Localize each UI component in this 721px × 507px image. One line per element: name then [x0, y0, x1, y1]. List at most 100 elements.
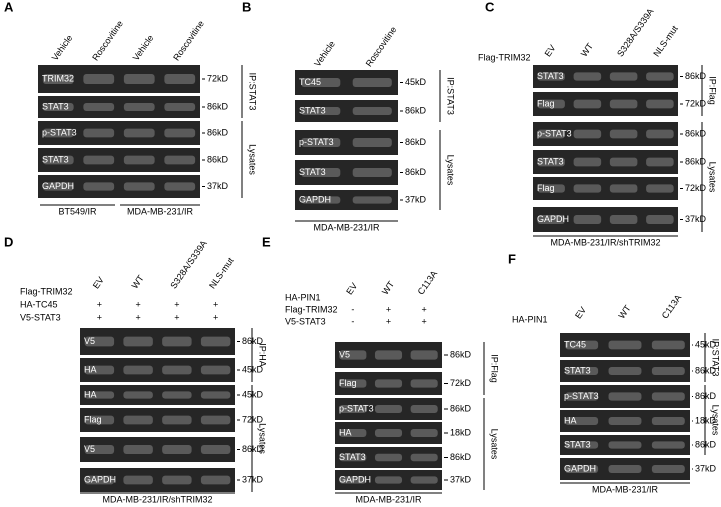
treatment-label: V5-STAT3: [285, 316, 326, 326]
band: [565, 367, 599, 375]
group-label: Lysates: [248, 144, 258, 175]
blot: [295, 100, 398, 122]
band: [565, 441, 599, 449]
band: [123, 182, 155, 191]
band: [608, 340, 642, 350]
treatment-label: Flag-TRIM32: [20, 286, 73, 296]
marker-label: 86kD: [685, 156, 707, 166]
band: [123, 475, 153, 485]
group-label: Lysates: [711, 405, 721, 436]
panel-letter: E: [262, 234, 271, 249]
band: [608, 465, 642, 473]
row-label: V5: [84, 444, 95, 454]
band: [646, 129, 674, 139]
column-label: Vehicle: [50, 33, 75, 63]
marker-label: 86kD: [695, 439, 717, 449]
cell-line-label: MDA-MB-231/IR/shTRIM32: [550, 237, 660, 247]
band: [646, 99, 674, 109]
treatment-label: Flag-TRIM32: [478, 52, 531, 62]
treatment-label: V5-STAT3: [20, 312, 61, 322]
row-label: STAT3: [42, 101, 69, 111]
marker-label: 86kD: [695, 365, 717, 375]
marker-label: 45kD: [242, 389, 264, 399]
band: [301, 168, 341, 177]
band: [609, 215, 638, 224]
band: [200, 391, 231, 399]
treatment-sign: -: [351, 316, 354, 326]
cell-line-label: MDA-MB-231/IR: [127, 206, 194, 216]
marker-label: 86kD: [405, 137, 427, 147]
band: [651, 392, 685, 401]
treatment-label: HA-PIN1: [512, 314, 548, 324]
band: [83, 128, 115, 138]
band: [84, 336, 115, 347]
band: [565, 340, 599, 350]
column-label: WT: [130, 273, 147, 291]
row-label: GAPDH: [42, 181, 74, 191]
column-label: EV: [344, 281, 359, 297]
marker-label: 72kD: [450, 378, 472, 388]
marker-label: 86kD: [685, 128, 707, 138]
marker-label: 86kD: [207, 101, 229, 111]
group-label: Lysates: [446, 155, 456, 186]
column-label: S328A/S339A: [615, 6, 656, 58]
group-label: IP:Flag: [490, 354, 500, 383]
band: [162, 365, 192, 375]
band: [537, 129, 565, 139]
band: [123, 128, 155, 138]
column-label: NLS-mut: [651, 23, 680, 58]
treatment-sign: +: [386, 316, 391, 326]
band: [410, 453, 438, 462]
band: [573, 72, 602, 81]
row-label: STAT3: [42, 154, 69, 164]
column-label: Roscovitine: [90, 19, 125, 63]
band: [410, 405, 438, 413]
band: [352, 196, 392, 204]
row-label: V5: [339, 349, 350, 359]
band: [123, 103, 155, 111]
band: [301, 78, 341, 87]
band: [123, 415, 153, 425]
row-label: HA: [84, 389, 97, 399]
marker-label: 86kD: [405, 167, 427, 177]
band: [123, 73, 155, 85]
group-label: Lysates: [708, 162, 718, 193]
blot: [80, 385, 235, 405]
band: [374, 379, 403, 388]
marker-label: 45kD: [242, 364, 264, 374]
marker-label: 86kD: [207, 154, 229, 164]
band: [200, 336, 231, 347]
band: [339, 453, 367, 462]
band: [352, 168, 392, 177]
treatment-sign: +: [422, 316, 427, 326]
band: [609, 99, 638, 109]
column-label: C113A: [416, 269, 440, 297]
column-label: S328A/S339A: [168, 238, 209, 290]
marker-label: 18kD: [450, 427, 472, 437]
group-label: Lysates: [490, 429, 500, 460]
treatment-sign: +: [97, 299, 102, 309]
band: [84, 445, 115, 454]
panel-letter: D: [4, 234, 13, 249]
row-label: STAT3: [299, 105, 326, 115]
cell-line-label: MDA-MB-231/IR: [313, 222, 380, 232]
treatment-sign: +: [135, 299, 140, 309]
band: [301, 107, 341, 115]
treatment-label: HA-PIN1: [285, 292, 321, 302]
band: [410, 429, 438, 437]
row-label: STAT3: [564, 365, 591, 375]
row-label: GAPDH: [84, 474, 116, 484]
group-label: IP:Flag: [708, 76, 718, 105]
band: [410, 379, 438, 388]
marker-label: 86kD: [207, 127, 229, 137]
marker-label: 45kD: [405, 77, 427, 87]
band: [164, 155, 196, 165]
band: [537, 215, 565, 224]
band: [352, 78, 392, 87]
row-label: STAT3: [564, 439, 591, 449]
band: [609, 184, 638, 193]
band: [609, 129, 638, 139]
column-label: Roscovitine: [171, 19, 206, 63]
marker-label: 86kD: [242, 336, 264, 346]
